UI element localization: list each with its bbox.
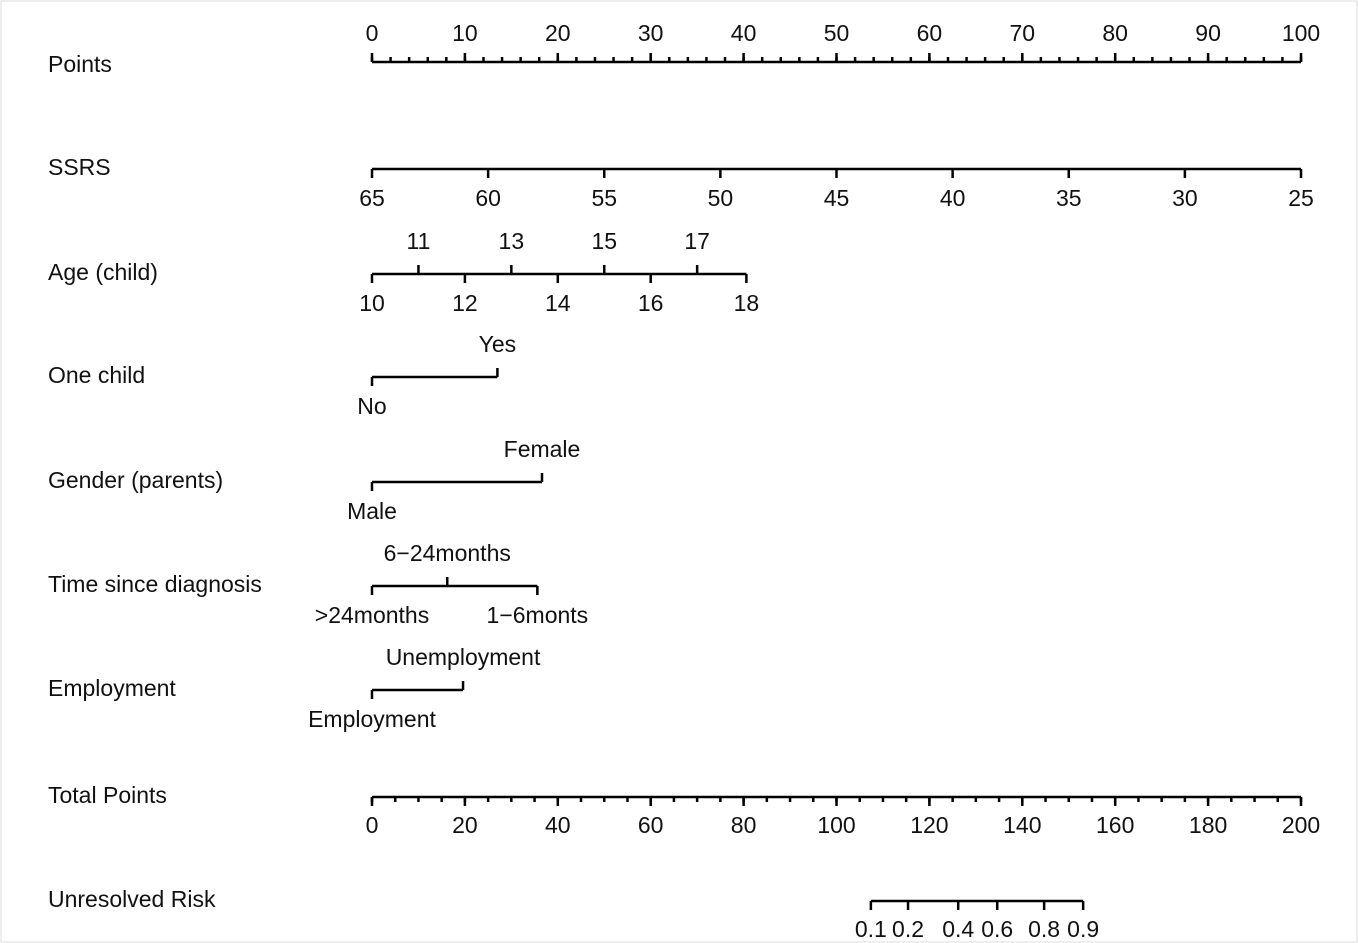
tick-label: >24months [315,602,429,628]
tick-label: 17 [684,228,710,254]
tick-label: 20 [545,20,571,46]
tick-label: 90 [1195,20,1221,46]
tick-label: 40 [940,185,966,211]
tick-label: 1−6monts [487,602,589,628]
tick-label: 60 [638,812,664,838]
tick-label: 60 [917,20,943,46]
tick-label: 0.9 [1067,916,1099,942]
tick-label: 0 [366,20,379,46]
tick-label: 13 [499,228,525,254]
row-label: Time since diagnosis [48,571,262,597]
tick-label: 16 [638,290,664,316]
tick-label: 10 [359,290,385,316]
tick-label: Male [347,498,397,524]
tick-label: 12 [452,290,478,316]
tick-label: 20 [452,812,478,838]
row-label: Unresolved Risk [48,886,216,912]
tick-label: 50 [708,185,734,211]
tick-label: No [357,393,386,419]
tick-label: 40 [731,20,757,46]
tick-label: 40 [545,812,571,838]
row-label: SSRS [48,154,111,180]
tick-label: Female [504,436,581,462]
tick-label: 55 [591,185,617,211]
tick-label: 18 [734,290,760,316]
tick-label: 200 [1282,812,1320,838]
tick-label: 100 [1282,20,1320,46]
tick-label: 0.8 [1028,916,1060,942]
tick-label: Unemployment [386,644,541,670]
tick-label: 25 [1288,185,1314,211]
row-label: Gender (parents) [48,467,223,493]
row-label: Total Points [48,782,167,808]
tick-label: 50 [824,20,850,46]
tick-label: 65 [359,185,385,211]
tick-label: 80 [1102,20,1128,46]
tick-label: 30 [638,20,664,46]
tick-label: 10 [452,20,478,46]
tick-label: 6−24months [384,540,511,566]
tick-label: 60 [475,185,501,211]
tick-label: 120 [910,812,948,838]
tick-label: 14 [545,290,571,316]
tick-label: 70 [1010,20,1036,46]
tick-label: 0.4 [942,916,974,942]
row-label: Age (child) [48,259,158,285]
tick-label: 100 [817,812,855,838]
tick-label: 160 [1096,812,1134,838]
row-label: Employment [48,675,176,701]
tick-label: 140 [1003,812,1041,838]
tick-label: 30 [1172,185,1198,211]
tick-label: Employment [308,706,436,732]
tick-label: 0 [366,812,379,838]
tick-label: 180 [1189,812,1227,838]
tick-label: 0.2 [892,916,924,942]
tick-label: 0.1 [855,916,887,942]
tick-label: Yes [479,331,517,357]
row-label: One child [48,362,145,388]
tick-label: 11 [407,228,431,254]
tick-label: 80 [731,812,757,838]
tick-label: 0.6 [981,916,1013,942]
tick-label: 35 [1056,185,1082,211]
tick-label: 45 [824,185,850,211]
tick-label: 15 [591,228,617,254]
row-label: Points [48,51,112,77]
